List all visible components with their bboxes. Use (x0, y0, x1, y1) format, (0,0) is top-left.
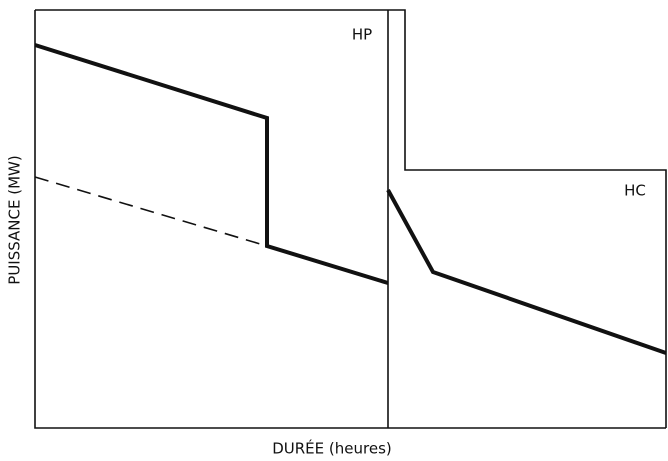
hp-dashed-curve (34, 176, 268, 247)
frame (35, 9, 667, 428)
hc-label: HC (624, 182, 646, 200)
hp-label: HP (352, 26, 372, 44)
hc-curve (386, 189, 667, 355)
hp-curve (34, 43, 389, 285)
x-axis-label: DURÉE (heures) (272, 439, 392, 458)
y-axis-label: PUISSANCE (MW) (6, 155, 24, 284)
axes (34, 10, 666, 429)
